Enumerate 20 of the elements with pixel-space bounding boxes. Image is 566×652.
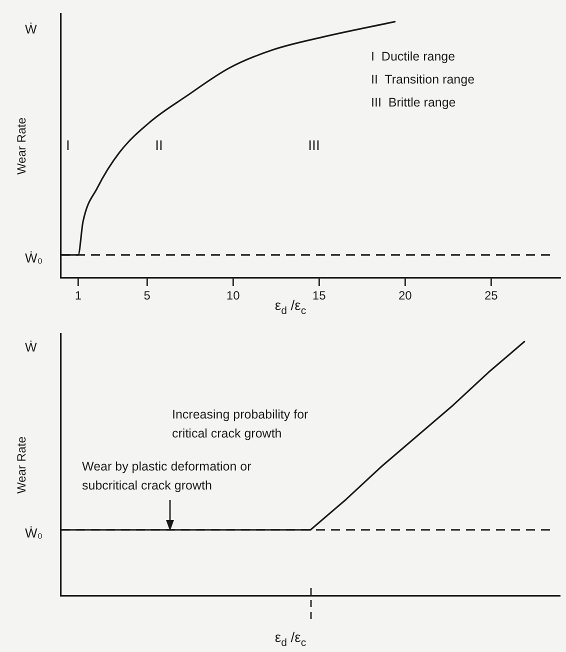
annotation: III [308, 136, 320, 153]
x-tick-label: 20 [398, 288, 412, 303]
annotation: II Transition range [371, 72, 475, 86]
annotation: Wear by plastic deformation or subcritical crack growth [82, 459, 252, 492]
x-tick-label: 1 [74, 288, 82, 303]
x-tick-label: 15 [312, 288, 326, 303]
annotation: Increasing probability for critical crack growth [172, 407, 308, 440]
text: Ẇ [25, 22, 37, 36]
x-tick-label: 10 [226, 288, 240, 303]
ref-line-label: Ẇ₀ [25, 250, 43, 266]
text: Ẇ [25, 340, 37, 354]
ref-line-label: Ẇ₀ [25, 525, 43, 540]
y-axis-title: Wear Rate [14, 117, 28, 175]
y-axis-title: Wear Rate [14, 436, 28, 494]
annotation: II [155, 136, 163, 153]
annotation: I Ductile range [371, 49, 456, 64]
annotation: III Brittle range [371, 95, 456, 110]
x-tick-label: 25 [484, 288, 498, 303]
x-tick-label: 5 [144, 288, 151, 303]
annotation: I [66, 136, 70, 153]
